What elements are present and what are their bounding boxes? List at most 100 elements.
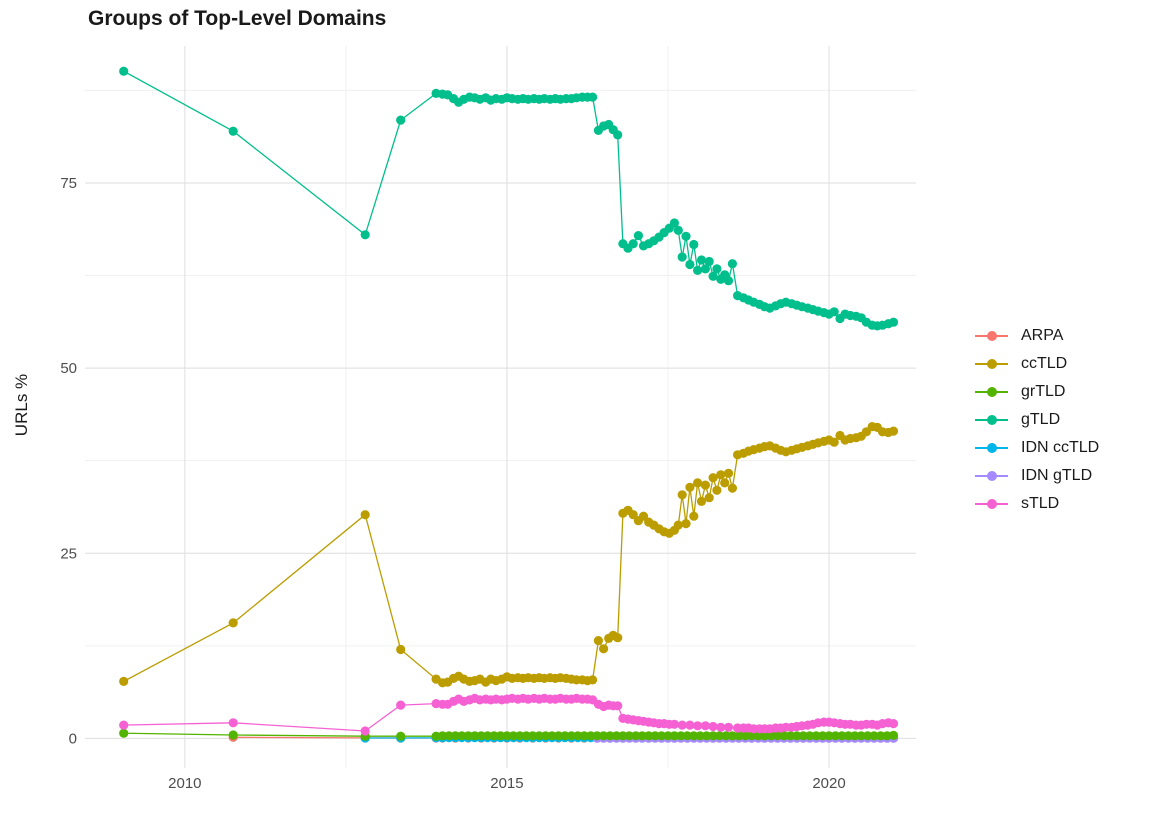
data-point-grTLD — [811, 731, 821, 741]
data-point-sTLD — [716, 722, 726, 732]
data-point-ccTLD — [708, 473, 718, 483]
data-point-grTLD — [508, 731, 518, 741]
data-point-grTLD — [119, 728, 129, 738]
data-point-grTLD — [450, 731, 460, 741]
data-point-grTLD — [805, 731, 815, 741]
data-point-gTLD — [119, 66, 129, 76]
data-point-ccTLD — [689, 511, 699, 521]
data-point-gTLD — [681, 231, 691, 241]
data-point-gTLD — [673, 225, 683, 235]
data-point-gTLD — [588, 92, 598, 102]
data-point-ccTLD — [723, 468, 734, 478]
legend-label: sTLD — [1021, 495, 1060, 512]
legend-label: grTLD — [1021, 383, 1066, 400]
legend-key-icon — [975, 411, 1008, 429]
data-point-grTLD — [695, 731, 705, 741]
data-point-grTLD — [708, 731, 718, 741]
data-point-grTLD — [727, 731, 738, 741]
data-point-grTLD — [772, 731, 783, 741]
data-point-ccTLD — [673, 520, 683, 530]
data-point-grTLD — [470, 731, 480, 741]
data-point-ccTLD — [704, 493, 714, 503]
legend-item-IDN-ccTLD: IDN ccTLD — [975, 434, 1099, 462]
data-point-grTLD — [605, 731, 615, 741]
data-point-sTLD — [685, 720, 695, 730]
data-point-grTLD — [624, 731, 634, 741]
chart-title: Groups of Top-Level Domains — [88, 7, 387, 30]
data-point-ccTLD — [613, 633, 623, 643]
data-point-sTLD — [723, 722, 734, 732]
data-point-ccTLD — [588, 675, 598, 685]
data-point-sTLD — [708, 721, 718, 732]
legend-key-dot — [987, 415, 997, 425]
legend-key-icon — [975, 467, 1008, 485]
data-point-ccTLD — [677, 490, 687, 500]
y-tick-label: 0 — [69, 730, 77, 747]
legend-key-dot — [987, 359, 997, 369]
data-point-grTLD — [856, 731, 866, 741]
data-point-grTLD — [396, 731, 406, 741]
data-point-grTLD — [702, 731, 712, 741]
data-point-ccTLD — [599, 644, 609, 654]
data-point-ccTLD — [829, 437, 839, 447]
data-point-gTLD — [396, 115, 406, 125]
data-point-grTLD — [611, 731, 622, 741]
legend-key-dot — [987, 387, 997, 397]
data-point-grTLD — [753, 731, 763, 741]
data-point-grTLD — [676, 731, 686, 741]
legend-item-ARPA: ARPA — [975, 322, 1099, 350]
data-point-sTLD — [700, 721, 711, 731]
legend-key-dot — [987, 471, 997, 481]
data-point-gTLD — [829, 307, 839, 317]
data-point-grTLD — [541, 731, 551, 741]
data-point-sTLD — [119, 720, 129, 730]
legend-item-sTLD: sTLD — [975, 490, 1099, 518]
data-point-ccTLD — [720, 478, 730, 488]
data-point-grTLD — [798, 731, 808, 741]
data-point-ccTLD — [681, 519, 691, 529]
legend-item-ccTLD: ccTLD — [975, 350, 1099, 378]
x-tick-label: 2015 — [490, 775, 523, 792]
data-point-grTLD — [888, 730, 899, 741]
data-point-grTLD — [444, 731, 454, 741]
data-point-grTLD — [566, 731, 577, 741]
data-point-gTLD — [228, 126, 238, 136]
data-point-grTLD — [650, 731, 660, 741]
data-point-ccTLD — [700, 480, 711, 490]
data-point-grTLD — [876, 731, 886, 741]
data-point-grTLD — [837, 731, 847, 741]
data-point-grTLD — [553, 731, 564, 741]
data-point-grTLD — [637, 731, 647, 741]
data-point-grTLD — [656, 731, 667, 741]
data-point-sTLD — [888, 719, 899, 729]
data-point-ccTLD — [712, 485, 722, 495]
data-point-ccTLD — [696, 496, 707, 506]
data-point-grTLD — [560, 731, 570, 741]
data-point-grTLD — [483, 731, 493, 741]
data-point-sTLD — [677, 720, 687, 730]
data-point-grTLD — [534, 731, 544, 741]
data-point-grTLD — [766, 731, 776, 741]
data-point-gTLD — [708, 271, 718, 281]
series-line-ccTLD — [123, 425, 894, 684]
data-point-grTLD — [586, 731, 596, 741]
data-point-grTLD — [228, 730, 238, 740]
data-point-grTLD — [740, 731, 750, 741]
data-point-gTLD — [696, 255, 707, 265]
data-point-grTLD — [437, 731, 448, 741]
data-point-grTLD — [792, 731, 802, 741]
y-tick-label: 25 — [60, 545, 77, 562]
data-point-grTLD — [579, 731, 589, 741]
legend-key-dot — [987, 331, 997, 341]
data-point-grTLD — [747, 731, 757, 741]
data-point-grTLD — [457, 731, 467, 741]
data-point-grTLD — [495, 731, 506, 741]
data-point-grTLD — [618, 731, 628, 741]
data-point-grTLD — [721, 731, 731, 741]
data-point-ccTLD — [888, 426, 899, 436]
data-point-ccTLD — [727, 483, 738, 493]
data-point-grTLD — [734, 731, 744, 741]
data-point-grTLD — [830, 731, 841, 741]
data-point-grTLD — [818, 731, 828, 741]
